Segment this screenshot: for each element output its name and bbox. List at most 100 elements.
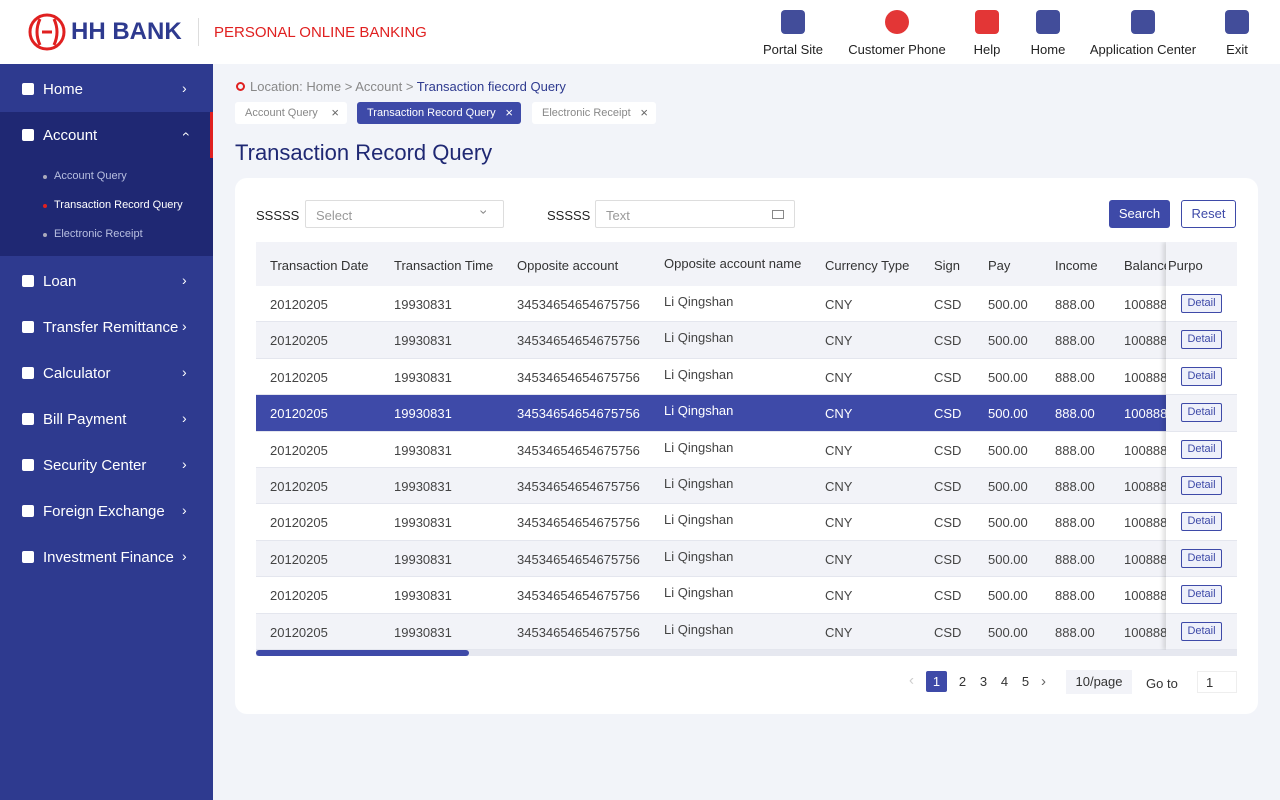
table-row[interactable]: 20120205 19930831 34534654654675756 Li Qing… (256, 286, 1237, 323)
cell: 500.00 (988, 551, 1028, 567)
cell: 888.00 (1055, 442, 1095, 458)
page-number[interactable]: 2 (958, 674, 967, 689)
cell: CSD (934, 406, 962, 422)
submenu-item[interactable]: Transaction Record Query (54, 199, 183, 211)
menu-item[interactable]: Foreign Exchange › (0, 488, 213, 534)
menu-item[interactable]: Loan › (0, 258, 213, 304)
cell: 19930831 (394, 442, 452, 458)
cell: 888.00 (1055, 333, 1095, 349)
menu-item[interactable]: Investment Finance › (0, 534, 213, 580)
breadcrumb-prefix: Location: (250, 79, 303, 94)
detail-button[interactable]: Detail (1181, 366, 1222, 386)
menu-icon (22, 83, 34, 95)
submenu-item[interactable]: Account Query (54, 170, 127, 182)
page-number[interactable]: 4 (1000, 674, 1009, 689)
table-row[interactable]: 20120205 19930831 34534654654675756 Li Qing… (256, 613, 1237, 650)
detail-button[interactable]: Detail (1181, 403, 1222, 423)
page-number[interactable]: 3 (979, 674, 988, 689)
reset-button[interactable]: Reset (1181, 200, 1236, 228)
menu-arrow: › (182, 80, 187, 96)
cell: 500.00 (988, 624, 1028, 640)
column-header: Purpo (1166, 242, 1237, 286)
nav-icon[interactable] (1131, 10, 1155, 34)
text-input[interactable]: Text (595, 200, 795, 228)
menu-item[interactable]: Home › (0, 66, 213, 112)
filter-label: SSSSS (547, 208, 591, 223)
menu-item[interactable]: Account › (0, 112, 213, 158)
detail-button[interactable]: Detail (1181, 512, 1222, 532)
tab-close[interactable]: × (640, 105, 648, 120)
table-row[interactable]: 20120205 19930831 34534654654675756 Li Qing… (256, 358, 1237, 396)
nav-icon[interactable] (781, 10, 805, 34)
cell: 20120205 (270, 406, 328, 422)
menu-item[interactable]: Calculator › (0, 350, 213, 396)
nav-item[interactable]: Home (1030, 42, 1066, 57)
detail-button[interactable]: Detail (1181, 621, 1222, 641)
tab-close[interactable]: × (331, 105, 339, 120)
divider (198, 18, 199, 46)
prev-arrow[interactable]: › (909, 673, 914, 690)
table-row[interactable]: 20120205 19930831 34534654654675756 Li Qing… (256, 540, 1237, 578)
nav-item[interactable]: Application Center (1089, 42, 1197, 57)
detail-button[interactable]: Detail (1181, 330, 1222, 350)
menu-item[interactable]: Transfer Remittance › (0, 304, 213, 350)
goto-label: Go to (1146, 676, 1178, 691)
menu-label: Security Center (43, 457, 147, 474)
input-icon (772, 210, 784, 219)
breadcrumb: Location: Home > Account > Transaction f… (250, 79, 566, 94)
cell: Li Qingshan (664, 330, 734, 346)
detail-button[interactable]: Detail (1181, 294, 1222, 313)
tab[interactable]: Transaction Record Query × (357, 102, 521, 124)
submenu-item[interactable]: Electronic Receipt (54, 228, 143, 240)
table-row[interactable]: 20120205 19930831 34534654654675756 Li Qing… (256, 431, 1237, 468)
menu-item[interactable]: Security Center › (0, 442, 213, 488)
submenu-dot (43, 233, 47, 237)
nav-icon[interactable] (1225, 10, 1249, 34)
menu-item[interactable]: Bill Payment › (0, 396, 213, 442)
nav-icon[interactable] (1036, 10, 1060, 34)
breadcrumb-separator: > (405, 79, 414, 94)
tab-close[interactable]: × (505, 105, 513, 120)
cell: CSD (934, 369, 962, 385)
goto-input[interactable]: 1 (1197, 671, 1237, 693)
cell: Li Qingshan (664, 294, 734, 309)
cell: 100888 (1124, 551, 1168, 567)
cell: 500.00 (988, 515, 1028, 531)
table-row[interactable]: 20120205 19930831 34534654654675756 Li Qing… (256, 577, 1237, 614)
detail-button[interactable]: Detail (1181, 476, 1222, 495)
cell: 20120205 (270, 369, 328, 385)
next-arrow[interactable]: › (1041, 673, 1046, 690)
nav-icon[interactable] (885, 10, 909, 34)
cell: 20120205 (270, 551, 328, 567)
menu-icon (22, 275, 34, 287)
page-size[interactable]: 10/page (1066, 670, 1132, 694)
table-row[interactable]: 20120205 19930831 34534654654675756 Li Qing… (256, 504, 1237, 541)
tab[interactable]: Account Query × (235, 102, 347, 124)
nav-item[interactable]: Exit (1226, 42, 1248, 57)
tab[interactable]: Electronic Receipt × (532, 102, 656, 124)
detail-button[interactable]: Detail (1181, 585, 1222, 605)
nav-item[interactable]: Portal Site (763, 42, 823, 57)
scrollbar-thumb[interactable] (256, 650, 469, 656)
table-header: Transaction Date Transaction Time Opposite… (256, 242, 1237, 286)
page-number[interactable]: 1 (926, 671, 947, 692)
nav-icon[interactable] (975, 10, 999, 34)
page-number[interactable]: 5 (1021, 674, 1030, 689)
column-header: Opposite account (517, 258, 619, 273)
detail-button[interactable]: Detail (1181, 548, 1222, 568)
select[interactable]: Select › (305, 200, 504, 228)
detail-button[interactable]: Detail (1181, 439, 1222, 459)
cell: 34534654654675756 (517, 369, 640, 385)
cell: 500.00 (988, 369, 1028, 385)
nav-item[interactable]: Help (973, 42, 1001, 57)
table-row[interactable]: 20120205 19930831 34534654654675756 Li Qing… (256, 322, 1237, 359)
menu-icon (22, 367, 34, 379)
table-row[interactable]: 20120205 19930831 34534654654675756 Li Qing… (256, 395, 1237, 432)
placeholder: Text (606, 208, 630, 223)
cell: CNY (825, 551, 853, 567)
nav-item[interactable]: Customer Phone (848, 42, 946, 57)
cell: CNY (825, 333, 853, 349)
search-button[interactable]: Search (1109, 200, 1170, 228)
table-row[interactable]: 20120205 19930831 34534654654675756 Li Qing… (256, 468, 1237, 505)
